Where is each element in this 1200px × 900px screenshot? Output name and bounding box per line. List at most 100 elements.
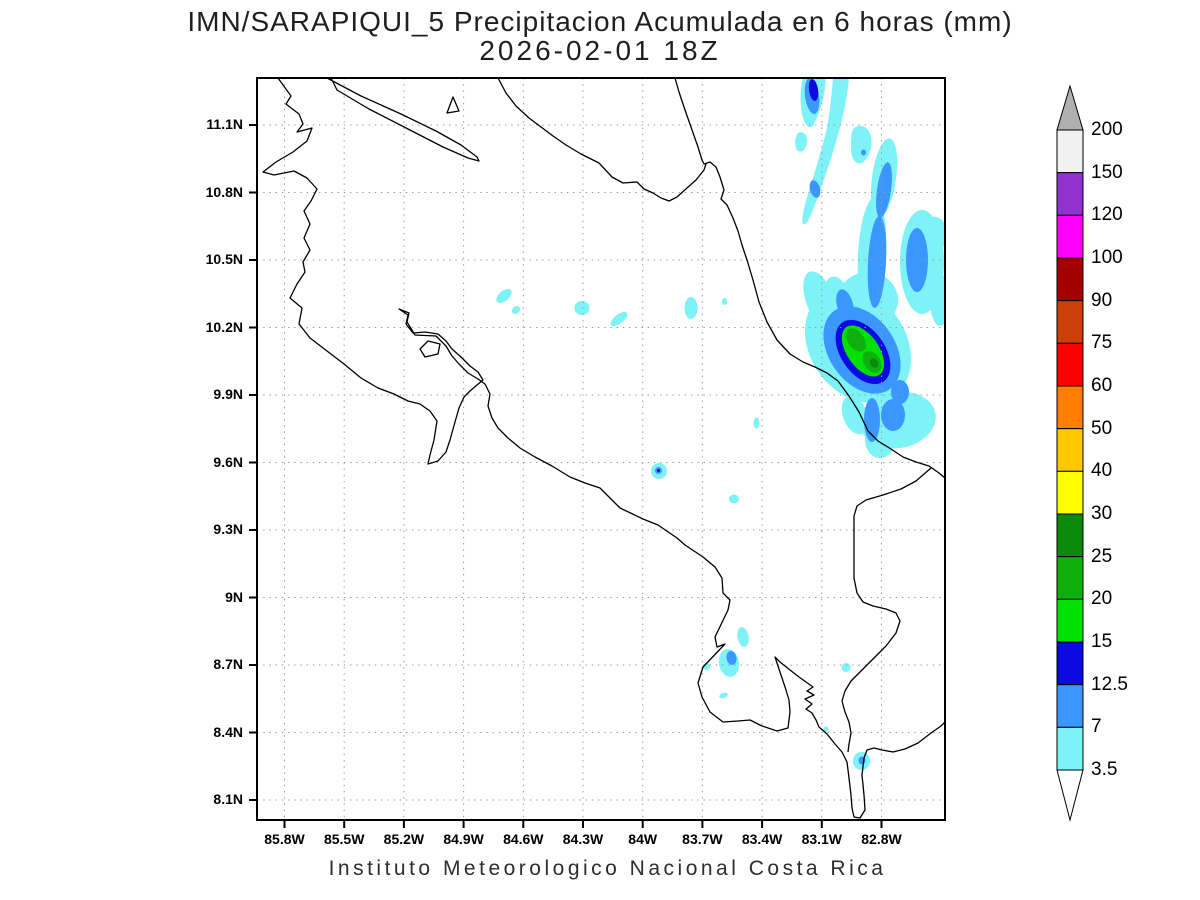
colorbar-box (1056, 129, 1084, 174)
colorbar-box (1056, 342, 1084, 387)
colorbar-label: 25 (1091, 545, 1113, 567)
precip-shape (809, 180, 821, 198)
precip-shape (657, 469, 660, 472)
precip-shape (867, 216, 887, 308)
precip-shape (841, 395, 869, 435)
lat-tick-label: 9.3N (213, 521, 243, 537)
lat-tick-label: 9.6N (213, 453, 243, 470)
colorbar-box (1056, 300, 1084, 344)
lat-tick-label: 9.9N (213, 386, 243, 402)
colorbar-box (1056, 556, 1084, 600)
colorbar-label: 75 (1091, 332, 1113, 354)
colorbar-label: 12.5 (1091, 673, 1128, 695)
precip-shape (803, 271, 837, 329)
colorbar-label: 20 (1091, 588, 1113, 610)
precip-shape (684, 297, 698, 319)
island-triangle (446, 96, 460, 114)
precip-shape (906, 228, 928, 292)
colorbar-box (1056, 257, 1084, 302)
pacific-coastline (262, 78, 945, 819)
precip-shape (851, 125, 872, 164)
lon-tick-label: 85.5W (323, 831, 365, 847)
precip-shape (876, 162, 892, 218)
precip-shape (737, 627, 749, 647)
precip-shape (930, 274, 945, 326)
lon-tick-label: 83.4W (741, 831, 783, 847)
lon-tick-label: 84.9W (443, 831, 484, 847)
precip-shape (511, 306, 521, 314)
colorbar-box (1056, 684, 1084, 728)
caribbean-coastline (674, 78, 945, 479)
colorbar (1056, 84, 1084, 822)
lon-tick-label: 83.1W (801, 831, 843, 847)
lat-tick-label: 10.8N (205, 183, 243, 200)
colorbar-box (1056, 598, 1084, 643)
precip-shape (574, 301, 590, 315)
colorbar-box (1056, 641, 1084, 686)
chart-subtitle-datetime: 2026-02-01 18Z (479, 35, 721, 66)
lake-nicaragua-shore (326, 78, 480, 162)
precip-shape (795, 132, 808, 152)
lon-tick-label: 84W (628, 831, 658, 847)
colorbar-label: 90 (1091, 289, 1113, 311)
colorbar-box (1056, 428, 1084, 472)
panama-border-coast (841, 467, 932, 753)
plot-frame (256, 77, 946, 821)
precip-shape (861, 149, 866, 156)
precip-shape (841, 663, 851, 672)
lon-tick-label: 83.7W (682, 831, 723, 847)
colorbar-label: 60 (1091, 375, 1113, 396)
lon-tick-label: 84.3W (562, 831, 604, 847)
precip-shape (753, 417, 760, 429)
graticule (257, 78, 945, 820)
colorbar-label: 200 (1091, 119, 1123, 140)
precip-shape (808, 79, 819, 101)
colorbar-box (1056, 214, 1084, 259)
lon-tick-label: 85.8W (264, 831, 305, 847)
lat-tick-label: 9N (225, 588, 243, 605)
island-chira (419, 340, 441, 358)
colorbar-over-arrow (1056, 84, 1084, 131)
colorbar-label: 120 (1091, 204, 1123, 226)
precip-shape (719, 692, 728, 699)
colorbar-label: 15 (1091, 631, 1113, 652)
precip-shape (823, 726, 829, 732)
precip-layers (496, 78, 945, 770)
colorbar-label: 3.5 (1091, 759, 1118, 780)
lat-tick-label: 8.7N (213, 656, 243, 672)
colorbar-box (1056, 470, 1084, 515)
colorbar-label: 30 (1091, 503, 1113, 524)
colorbar-box (1056, 726, 1084, 771)
lat-tick-label: 10.2N (205, 318, 243, 335)
lat-tick-label: 11.1N (206, 116, 243, 132)
footer-attribution: Instituto Meteorologico Nacional Costa R… (328, 857, 887, 880)
axis-ticks (249, 124, 883, 828)
nicaragua-border-line (497, 78, 707, 202)
colorbar-label: 50 (1091, 417, 1113, 439)
chart-title: IMN/SARAPIQUI_5 Precipitacion Acumulada … (187, 6, 1013, 37)
colorbar-label: 40 (1091, 460, 1113, 482)
colorbar-under-arrow (1056, 769, 1084, 822)
colorbar-label: 150 (1091, 161, 1123, 183)
lat-tick-label: 8.4N (213, 723, 243, 740)
colorbar-label: 100 (1091, 247, 1123, 268)
precip-shape (846, 328, 866, 352)
precip-shape (726, 651, 737, 665)
colorbar-box (1056, 172, 1084, 216)
lat-tick-label: 10.5N (205, 251, 243, 267)
precip-shape (729, 494, 739, 504)
colorbar-box (1056, 385, 1084, 430)
lon-tick-label: 85.2W (383, 831, 425, 847)
precip-shape (722, 298, 727, 305)
colorbar-label: 7 (1091, 716, 1102, 738)
precip-shape (836, 289, 854, 321)
precip-shape (869, 358, 879, 368)
precip-shape (881, 399, 905, 431)
lon-tick-label: 82.8W (861, 831, 902, 847)
lat-tick-label: 8.1N (213, 791, 243, 807)
precip-shape (610, 311, 628, 327)
colorbar-box (1056, 513, 1084, 558)
precip-level-25-30 (869, 358, 879, 368)
